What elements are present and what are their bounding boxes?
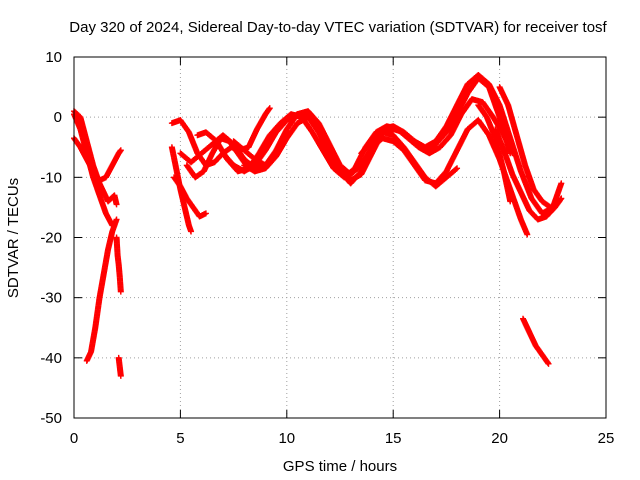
data-point [202,210,209,217]
series-arc-18 [496,84,563,211]
plot-area [71,72,565,379]
y-tick-label: -30 [40,290,62,307]
y-tick-label: 0 [54,109,62,126]
x-tick-label: 25 [598,430,615,447]
series-arc-3 [71,111,116,229]
y-axis-label: SDTVAR / TECUs [5,178,22,298]
data-point [113,201,120,208]
data-point [117,372,124,379]
data-point [117,288,124,295]
data-point [266,105,273,112]
x-tick-label: 15 [385,430,402,447]
y-tick-label: -20 [40,230,62,247]
x-axis-label: GPS time / hours [283,458,397,475]
series-arc-6 [115,354,124,379]
grid-lines [74,57,606,418]
data-point [556,198,563,205]
y-tick-label: -10 [40,169,62,186]
plot-frame [73,56,607,419]
series-arc-16 [358,129,461,190]
series-arc-20 [520,315,552,367]
x-tick-label: 20 [491,430,508,447]
data-point [558,180,565,187]
series-arc-4 [83,216,120,364]
data-point [117,147,124,154]
chart-title: Day 320 of 2024, Sidereal Day-to-day VTE… [69,19,607,36]
data-point [454,165,461,172]
data-point [113,216,120,223]
y-tick-label: -40 [40,350,62,367]
x-tick-label: 10 [278,430,295,447]
series-arc-5 [113,234,124,295]
x-tick-label: 0 [70,430,78,447]
y-tick-label: 10 [45,49,62,66]
series-arc-8 [168,144,195,235]
series-arc-19 [475,102,514,205]
x-tick-labels: 0 5 10 15 20 25 [70,430,615,447]
x-tick-label: 5 [176,430,184,447]
data-point [507,198,514,205]
y-tick-labels: 10 0 -10 -20 -30 -40 -50 [40,49,62,427]
data-point [188,228,195,235]
data-point [558,195,565,202]
data-point [545,360,552,367]
data-point [524,231,531,238]
y-tick-label: -50 [40,410,62,427]
data-point [453,166,460,173]
